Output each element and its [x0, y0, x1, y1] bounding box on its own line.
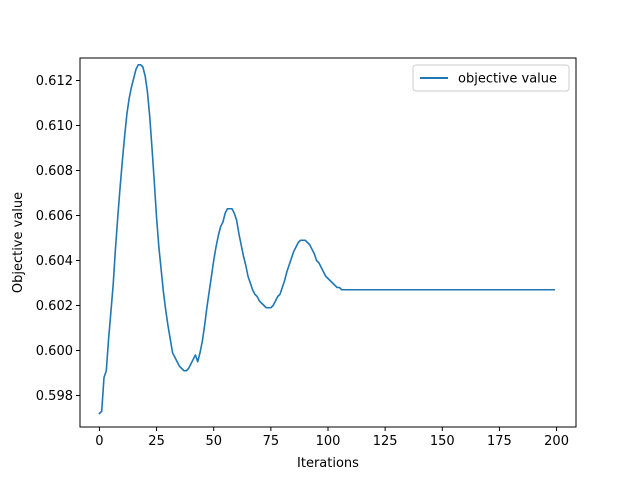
legend-box — [412, 64, 570, 92]
x-axis-label: Iterations — [297, 456, 359, 471]
y-tick-label: 0.598 — [36, 389, 73, 404]
x-tick-label: 100 — [316, 434, 341, 449]
series-line-0 — [98, 63, 556, 415]
x-tick-label: 200 — [544, 434, 569, 449]
legend-label: objective value — [458, 72, 557, 87]
x-tick-label: 175 — [487, 434, 512, 449]
x-tick-label: 125 — [373, 434, 398, 449]
x-tick-label: 50 — [205, 434, 222, 449]
y-tick-label: 0.608 — [36, 164, 73, 179]
y-tick-label: 0.606 — [36, 209, 73, 224]
y-tick-label: 0.600 — [36, 344, 73, 359]
y-axis-ticks: 0.598 0.600 0.602 0.604 0.606 0.608 0.610 0.612 — [36, 74, 80, 404]
legend: objective value — [412, 64, 570, 92]
x-axis-ticks: 0 25 50 75 100 125 150 175 200 — [95, 427, 569, 449]
y-axis-label: Objective value — [11, 192, 26, 293]
x-tick-label: 75 — [263, 434, 280, 449]
x-tick-label: 150 — [430, 434, 455, 449]
x-tick-label: 25 — [148, 434, 165, 449]
x-tick-label: 0 — [95, 434, 103, 449]
y-tick-label: 0.612 — [36, 74, 73, 89]
plot-frame — [79, 57, 577, 428]
y-tick-label: 0.602 — [36, 299, 73, 314]
y-tick-label: 0.604 — [36, 254, 73, 269]
plot-marks — [98, 63, 556, 415]
y-tick-label: 0.610 — [36, 119, 73, 134]
